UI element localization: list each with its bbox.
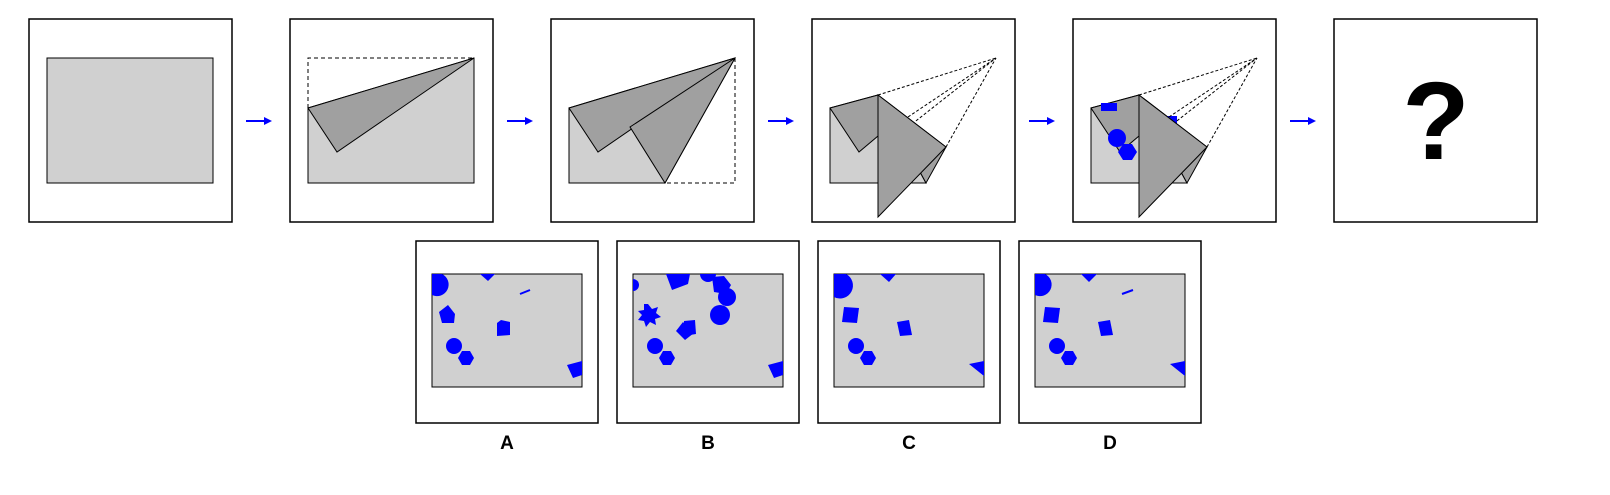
hole-square <box>842 307 859 323</box>
fold-outline <box>665 58 736 184</box>
folded-flap <box>307 57 475 153</box>
hole-circle <box>1035 274 1052 297</box>
hole-square <box>1043 307 1060 323</box>
hole-square <box>497 320 510 336</box>
hole-square <box>768 361 783 378</box>
hole-circle <box>647 338 663 354</box>
hole-circle <box>718 288 736 306</box>
hole-square <box>666 274 690 290</box>
fold-outline <box>877 57 997 148</box>
hole-slit <box>1121 289 1134 295</box>
hole-circle <box>432 274 449 297</box>
option-d[interactable] <box>1018 240 1202 424</box>
folded-flap-3 <box>1138 93 1208 219</box>
option-d-label: D <box>1103 433 1117 454</box>
hole-square <box>1098 320 1113 336</box>
hole-square <box>480 274 495 281</box>
question-frame <box>1333 18 1538 223</box>
hole-square <box>676 322 694 340</box>
folded-flap-3 <box>877 93 947 219</box>
hole-triangle <box>969 361 984 376</box>
punched-square <box>1101 103 1117 111</box>
hole-circle <box>848 338 864 354</box>
hole-hexagon <box>860 351 876 365</box>
hole-circle <box>710 305 730 325</box>
hole-star <box>638 304 661 327</box>
fold-outline <box>1138 57 1258 148</box>
hole-pentagon <box>439 305 455 323</box>
hole-square <box>897 320 912 336</box>
arrow-2 <box>507 117 533 125</box>
hole-hexagon <box>458 351 474 365</box>
hole-hexagon <box>659 351 675 365</box>
arrow-4 <box>1029 117 1055 125</box>
hole-square <box>880 274 896 282</box>
arrow-1 <box>246 117 272 125</box>
hole-circle <box>1049 338 1065 354</box>
option-b-label: B <box>701 433 715 454</box>
hole-hexagon <box>1061 351 1077 365</box>
folded-flap-2 <box>629 57 736 184</box>
arrow-3 <box>768 117 794 125</box>
step-1-panel <box>28 18 233 223</box>
paper-sheet <box>46 57 214 184</box>
hole-slit <box>519 289 531 295</box>
hole-circle <box>700 274 716 282</box>
question-panel: ? <box>1333 18 1538 223</box>
hole-circle <box>633 279 639 291</box>
hole-square <box>1081 274 1097 282</box>
unfolded-sheet <box>632 273 784 388</box>
option-a[interactable] <box>415 240 599 424</box>
punched-circle <box>1108 129 1126 147</box>
punched-hexagon <box>1118 144 1137 160</box>
step-3-panel <box>550 18 755 223</box>
hole-circle <box>446 338 462 354</box>
fold-outline <box>307 57 474 108</box>
step-4-frame <box>811 18 1016 223</box>
hole-square <box>567 361 582 378</box>
arrow-5 <box>1290 117 1316 125</box>
option-a-label: A <box>500 433 514 454</box>
option-c[interactable] <box>817 240 1001 424</box>
hole-circle <box>834 274 853 299</box>
step-2-panel <box>289 18 494 223</box>
option-b[interactable] <box>616 240 800 424</box>
step-4-panel <box>811 18 1016 223</box>
question-mark: ? <box>1402 60 1469 183</box>
step-5-panel <box>1072 18 1277 223</box>
option-c-label: C <box>902 433 916 454</box>
hole-triangle <box>1170 361 1185 376</box>
